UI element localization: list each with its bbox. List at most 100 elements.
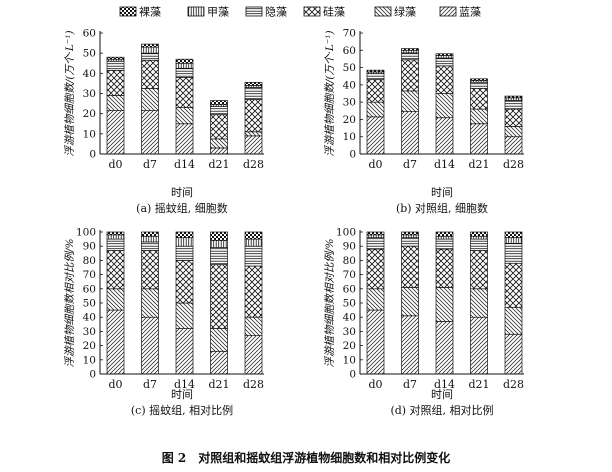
bar-segment-backslash [366, 101, 385, 118]
legend-label: 绿藻 [394, 5, 416, 19]
x-tick-label: d28 [243, 158, 264, 171]
bar-segment-vertical [504, 237, 523, 244]
bar-segment-backslash [366, 288, 385, 311]
bar-segment-backslash [210, 328, 228, 352]
bar-segment-vertical [366, 234, 385, 239]
y-tick-label: 30 [83, 326, 96, 338]
y-tick-label: 90 [343, 241, 356, 253]
bar-segment-checker [435, 53, 454, 56]
bar-segment-vertical [106, 234, 125, 240]
bar-segment-slash [106, 110, 125, 155]
bar-segment-crosshatch [470, 87, 488, 110]
x-tick-label: d21 [208, 158, 229, 171]
bar-segment-checker [141, 43, 159, 48]
bar-segment-backslash [470, 108, 488, 125]
bar-segment-backslash [106, 95, 125, 111]
x-tick-label: d21 [468, 378, 489, 391]
bar-segment-checker [401, 231, 419, 236]
bar-segment-vertical [141, 46, 159, 54]
x-tick-label: d14 [434, 158, 455, 171]
bar-segment-vertical [401, 234, 419, 239]
legend-swatch-horizontal [245, 6, 263, 17]
bar-segment-crosshatch [401, 59, 419, 92]
bar-segment-vertical [504, 97, 523, 101]
panel-caption: (c) 摇蚊组, 相对比例 [131, 403, 233, 417]
panel-caption: (d) 对照组, 相对比例 [390, 403, 493, 417]
bar-segment-vertical [401, 49, 419, 54]
x-tick-label: d0 [368, 158, 382, 171]
bar-segment-vertical [470, 235, 488, 240]
y-tick-label: 30 [343, 326, 356, 338]
y-tick-label: 80 [343, 255, 356, 267]
bar-segment-backslash [504, 306, 523, 335]
bar-segment-slash [504, 136, 523, 155]
bar-segment-slash [141, 316, 159, 375]
legend: 裸藻 甲藻 隐藻 硅藻 绿藻 蓝藻 [119, 5, 481, 19]
bar-segment-crosshatch [106, 250, 125, 290]
bar-segment-checker [175, 231, 194, 239]
x-tick-label: d0 [108, 158, 122, 171]
bar-segment-crosshatch [366, 79, 385, 103]
bar-segment-crosshatch [366, 248, 385, 290]
bar-segment-slash [435, 117, 454, 155]
y-tick-label: 0 [349, 149, 356, 161]
bar-segment-horizontal [141, 52, 159, 61]
bar-segment-vertical [435, 55, 454, 59]
y-tick-label: 40 [343, 312, 356, 324]
x-tick-label: d21 [208, 378, 229, 391]
figure-caption: 图 2 对照组和摇蚊组浮游植物细胞数和相对比例变化 [162, 450, 451, 465]
y-tick-label: 20 [343, 114, 356, 126]
bar-segment-slash [401, 111, 419, 155]
bar-segment-crosshatch [435, 248, 454, 288]
bar-segment-horizontal [366, 73, 385, 81]
bar-segment-slash [470, 316, 488, 375]
bar-segment-slash [470, 123, 488, 155]
x-tick-label: d28 [503, 378, 524, 391]
y-axis-label: 浮游植物细胞数/(万个·L⁻¹) [324, 30, 336, 156]
y-axis-label: 浮游植物细胞数相对比例/% [64, 238, 76, 367]
bar-segment-crosshatch [210, 264, 228, 329]
bar-segment-backslash [141, 88, 159, 111]
legend-swatch-vertical [187, 6, 205, 17]
x-tick-label: d7 [143, 378, 157, 391]
panel-caption: (a) 摇蚊组, 细胞数 [136, 201, 228, 215]
bar-segment-backslash [175, 302, 194, 329]
bar-segment-checker [141, 231, 159, 237]
bar-segment-horizontal [401, 237, 419, 247]
x-tick-label: d0 [368, 378, 382, 391]
bar-segment-horizontal [106, 238, 125, 251]
chart-panel-3: d0 d7 d14 d21 d28 0 10 20 30 40 50 60 70 80 90 100浮游植物细… [64, 227, 264, 418]
legend-label: 裸藻 [139, 5, 161, 19]
x-tick-label: d7 [403, 378, 417, 391]
x-tick-label: d14 [174, 378, 195, 391]
y-tick-label: 40 [83, 312, 96, 324]
bar-segment-checker [175, 58, 194, 64]
legend-swatch-checker [119, 6, 137, 17]
y-tick-label: 0 [89, 149, 96, 161]
y-tick-label: 10 [83, 354, 96, 366]
bar-segment-horizontal [244, 87, 263, 100]
bar-segment-crosshatch [106, 69, 125, 96]
bar-segment-checker [244, 82, 263, 86]
bar-segment-slash [435, 321, 454, 375]
bar-segment-checker [210, 231, 228, 241]
bar-segment-crosshatch [244, 99, 263, 133]
bar-segment-crosshatch [141, 59, 159, 89]
y-tick-label: 20 [83, 340, 96, 352]
y-tick-label: 40 [343, 79, 356, 91]
bar-segment-horizontal [366, 237, 385, 250]
legend-label: 隐藻 [265, 6, 287, 19]
bar-segment-backslash [435, 287, 454, 322]
bar-segment-checker [366, 69, 385, 73]
bar-segment-crosshatch [244, 265, 263, 318]
legend-label: 甲藻 [207, 6, 229, 19]
bar-segment-crosshatch [435, 65, 454, 94]
x-tick-label: d28 [243, 378, 264, 391]
bar-segment-slash [504, 333, 523, 375]
bar-segment-checker [470, 231, 488, 237]
bar-segment-vertical [175, 237, 194, 247]
bar-segment-slash [244, 335, 263, 375]
y-tick-label: 100 [336, 227, 356, 239]
bar-segment-backslash [435, 93, 454, 119]
bar-segment-slash [106, 309, 125, 375]
